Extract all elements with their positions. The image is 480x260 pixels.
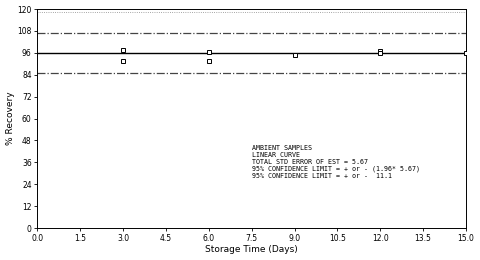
Y-axis label: % Recovery: % Recovery — [6, 92, 14, 145]
X-axis label: Storage Time (Days): Storage Time (Days) — [205, 245, 298, 255]
Text: AMBIENT SAMPLES
LINEAR CURVE
TOTAL STD ERROR OF EST = 5.67
95% CONFIDENCE LIMIT : AMBIENT SAMPLES LINEAR CURVE TOTAL STD E… — [252, 145, 420, 179]
